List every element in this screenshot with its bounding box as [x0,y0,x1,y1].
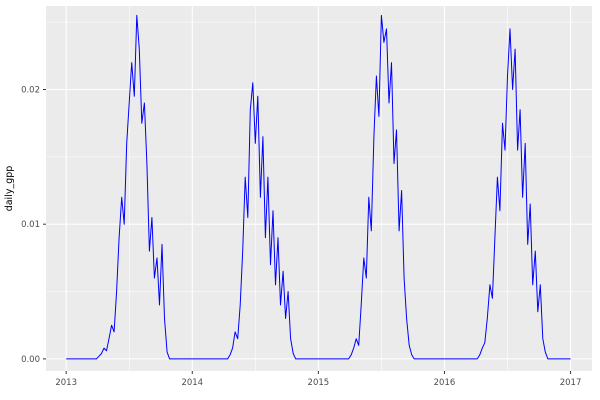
plot-panel [46,6,592,371]
y-tick-label: 0.02 [21,86,40,96]
y-axis-title: daily_gpp [4,166,15,212]
x-tick-label: 2013 [55,378,77,388]
x-tick-label: 2016 [434,378,456,388]
x-tick-label: 2015 [308,378,330,388]
series-line-daily_gpp [66,14,571,360]
y-tick-label: 0.00 [21,355,40,365]
x-tick-label: 2017 [560,378,582,388]
x-tick-label: 2014 [181,378,203,388]
y-tick-label: 0.01 [21,220,40,230]
